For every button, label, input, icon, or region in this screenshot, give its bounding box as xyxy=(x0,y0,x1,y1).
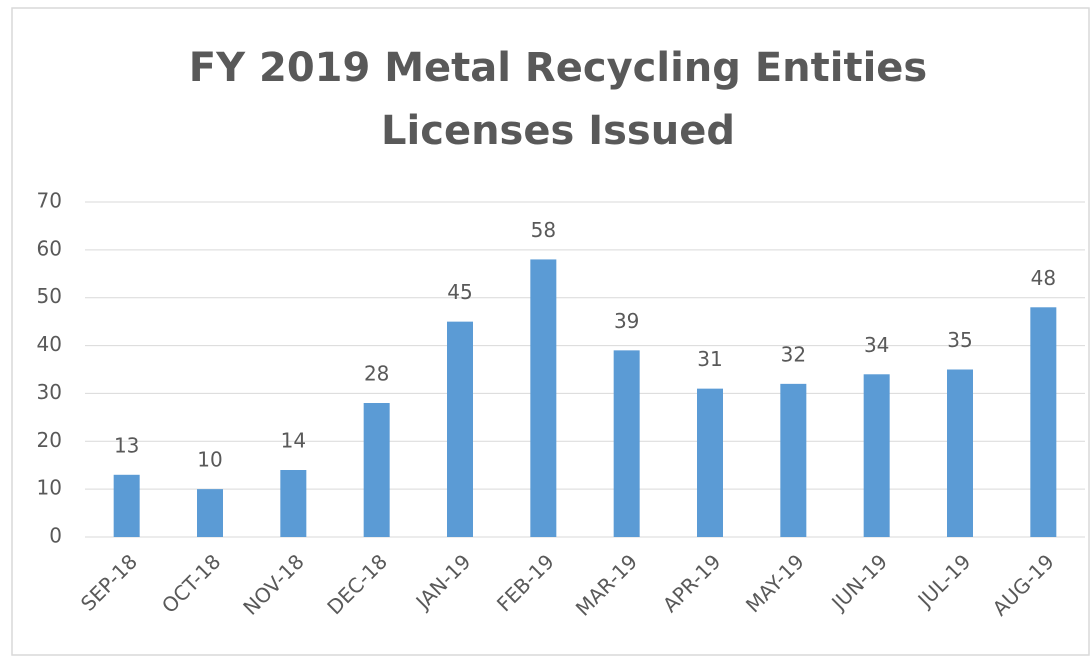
data-label: 48 xyxy=(1031,266,1056,290)
bar xyxy=(447,321,473,537)
data-label: 45 xyxy=(447,280,472,304)
bar xyxy=(280,470,307,537)
chart-title: FY 2019 Metal Recycling Entities xyxy=(189,45,927,91)
y-tick-label: 60 xyxy=(37,236,62,260)
bar xyxy=(863,374,890,537)
y-tick-label: 50 xyxy=(37,284,62,308)
bar xyxy=(363,403,390,537)
data-label: 58 xyxy=(531,218,556,242)
y-tick-label: 20 xyxy=(37,428,62,452)
data-label: 34 xyxy=(864,333,889,357)
data-label: 35 xyxy=(947,328,972,352)
bar xyxy=(697,388,723,537)
chart-title: Licenses Issued xyxy=(381,108,735,154)
bar xyxy=(947,369,973,537)
y-tick-label: 30 xyxy=(37,380,62,404)
data-label: 28 xyxy=(364,362,389,386)
y-tick-label: 10 xyxy=(37,476,62,500)
bar xyxy=(780,383,807,537)
bar xyxy=(197,489,223,537)
data-label: 32 xyxy=(781,342,806,366)
bar xyxy=(113,474,140,537)
bar xyxy=(530,259,557,537)
y-tick-label: 0 xyxy=(49,524,62,548)
bar xyxy=(1030,307,1057,537)
y-tick-label: 70 xyxy=(37,189,62,213)
data-label: 10 xyxy=(197,448,222,472)
data-label: 14 xyxy=(281,429,306,453)
data-label: 39 xyxy=(614,309,639,333)
data-label: 31 xyxy=(697,347,722,371)
y-tick-label: 40 xyxy=(37,332,62,356)
data-label: 13 xyxy=(114,433,139,457)
bar xyxy=(613,350,640,537)
